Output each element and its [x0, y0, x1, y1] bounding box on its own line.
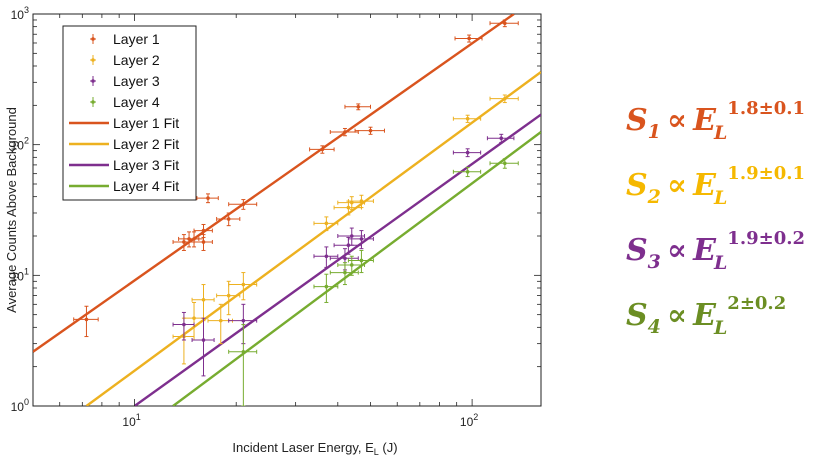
log-log-chart: 101 102 100 101 102 103 Layer 1 Layer 2 Layer 3… — [0, 0, 560, 456]
marker — [325, 254, 329, 258]
marker — [350, 234, 354, 238]
equation-exponent: 1.8±0.1 — [727, 98, 805, 119]
x-axis-label-unit: (J) — [379, 440, 398, 455]
marker — [325, 222, 329, 226]
legend-label: Layer 4 — [113, 94, 160, 110]
marker — [343, 257, 347, 261]
marker — [360, 237, 364, 241]
marker — [192, 316, 196, 320]
legend-label: Layer 1 Fit — [113, 115, 179, 131]
legend-marker — [91, 37, 95, 41]
y-tick-label-4: 103 — [11, 5, 29, 22]
equation-e-subscript: L — [714, 122, 727, 144]
marker — [85, 318, 89, 322]
legend-label: Layer 3 Fit — [113, 157, 179, 173]
equation-proportional-symbol: ∝ — [667, 103, 687, 138]
marker — [350, 263, 354, 267]
marker — [227, 294, 231, 298]
marker — [369, 129, 373, 133]
legend-label: Layer 1 — [113, 31, 160, 47]
legend-marker — [91, 79, 95, 83]
equation-proportional-symbol: ∝ — [667, 233, 687, 268]
x-tick-label-1: 101 — [122, 412, 140, 429]
marker — [202, 338, 206, 342]
equation-s-subscript: 2 — [648, 186, 661, 208]
equation-exponent: 1.9±0.2 — [727, 228, 805, 249]
equation-e-subscript: L — [714, 252, 727, 274]
equation-layer-2: S2 ∝ EL1.9±0.1 — [626, 171, 805, 201]
equation-s: S — [626, 103, 648, 138]
marker — [466, 151, 470, 155]
marker — [206, 196, 210, 200]
equation-e-subscript: L — [714, 317, 727, 339]
marker — [503, 97, 507, 101]
equation-layer-1: S1 ∝ EL 1.8±0.1 — [626, 106, 805, 136]
marker — [202, 298, 206, 302]
equation-s: S — [626, 233, 648, 268]
x-axis-label-main: Incident Laser Energy, E — [232, 440, 374, 455]
equation-layer-3: S3 ∝ EL 1.9±0.2 — [626, 236, 805, 266]
marker — [503, 21, 507, 25]
marker — [182, 323, 186, 327]
marker — [499, 136, 503, 140]
marker — [202, 229, 206, 233]
equation-e: E — [693, 103, 716, 138]
marker — [503, 162, 507, 166]
marker — [466, 117, 470, 121]
equation-exponent: 2±0.2 — [727, 293, 786, 314]
marker — [343, 271, 347, 275]
marker — [242, 350, 246, 354]
equation-s-subscript: 4 — [648, 316, 661, 338]
legend-marker — [91, 58, 95, 62]
equation-proportional-symbol: ∝ — [667, 168, 687, 203]
marker — [219, 319, 223, 323]
y-tick-label-1: 100 — [11, 397, 29, 414]
y-axis-label: Average Counts Above Background — [4, 107, 19, 313]
equation-e: E — [693, 233, 716, 268]
marker — [467, 37, 471, 41]
x-axis-label: Incident Laser Energy, EL (J) — [232, 440, 397, 456]
equation-s-subscript: 1 — [648, 121, 661, 143]
marker — [466, 170, 470, 174]
marker — [343, 130, 347, 134]
marker — [347, 243, 351, 247]
equation-exponent: 1.9±0.1 — [727, 163, 805, 184]
legend-label: Layer 3 — [113, 73, 160, 89]
marker — [242, 202, 246, 206]
legend-label: Layer 2 Fit — [113, 136, 179, 152]
marker — [227, 217, 231, 221]
equation-s: S — [626, 168, 648, 203]
legend-marker — [91, 100, 95, 104]
marker — [347, 206, 351, 210]
marker — [321, 148, 325, 152]
equation-s-subscript: 3 — [648, 251, 661, 273]
equation-e: E — [693, 298, 716, 333]
marker — [356, 105, 360, 109]
equation-proportional-symbol: ∝ — [667, 298, 687, 333]
equation-e-subscript: L — [714, 187, 727, 209]
marker — [242, 319, 246, 323]
equation-e: E — [693, 168, 716, 203]
marker — [202, 240, 206, 244]
marker — [325, 285, 329, 289]
marker — [242, 283, 246, 287]
marker — [360, 259, 364, 263]
x-tick-label-2: 102 — [460, 412, 478, 429]
legend-label: Layer 4 Fit — [113, 178, 179, 194]
equation-layer-4: S4 ∝ EL2±0.2 — [626, 301, 786, 331]
equation-s: S — [626, 298, 648, 333]
marker — [360, 199, 364, 203]
legend-label: Layer 2 — [113, 52, 160, 68]
